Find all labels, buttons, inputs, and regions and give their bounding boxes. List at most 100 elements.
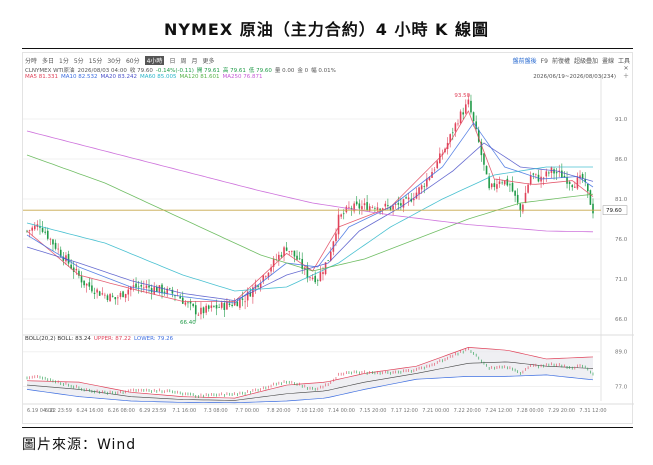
boll-legend-item: BOLL(20,2) BOLL: 83.24: [25, 336, 91, 342]
period-tab[interactable]: 15分: [88, 58, 103, 65]
candle-body: [231, 304, 233, 307]
x-tick-label: 7.29 20:00: [548, 408, 575, 414]
candle-body: [80, 276, 83, 283]
candle-body: [192, 303, 194, 307]
candle-body: [524, 192, 527, 204]
period-tab[interactable]: 5分: [73, 58, 84, 65]
ohlc-field: 開 79.61: [196, 68, 220, 74]
candle-body: [168, 288, 171, 290]
candle-body: [166, 288, 169, 295]
period-tab[interactable]: 60分: [125, 58, 140, 65]
candle-body: [140, 285, 143, 287]
period-tab[interactable]: 30分: [107, 58, 121, 65]
candle-body: [384, 203, 387, 207]
candle-body: [145, 285, 148, 289]
candle-body: [464, 104, 467, 114]
x-tick-label: 6.26 08:00: [108, 408, 135, 414]
close-icon[interactable]: ✕: [623, 65, 629, 72]
candle-body: [376, 207, 379, 211]
x-tick-label: 7.21 00:00: [422, 408, 449, 414]
side-controls: ✕ ＋: [623, 65, 629, 81]
tool-button[interactable]: 盤前盤後: [512, 58, 537, 65]
candle-body: [122, 291, 124, 298]
candle-body: [496, 184, 498, 189]
candle-body: [394, 204, 397, 205]
candle-body: [488, 176, 490, 189]
boll-mid-line: [26, 361, 594, 401]
tool-button[interactable]: 畫線: [601, 58, 614, 65]
candle-body: [306, 266, 309, 279]
period-tab[interactable]: 日: [169, 58, 176, 65]
ma-legend-item: MA20 83.242: [100, 74, 138, 80]
candle-body: [548, 172, 550, 174]
candle-body: [379, 208, 381, 211]
candle-body: [420, 185, 423, 190]
candle-body: [462, 112, 464, 115]
candle-body: [558, 170, 561, 172]
high-annotation: 93.50: [454, 93, 470, 99]
period-tab[interactable]: 分時: [25, 58, 38, 65]
candle-body: [511, 182, 514, 192]
candle-body: [83, 280, 85, 286]
candle-body: [207, 305, 210, 309]
candle-body: [459, 111, 462, 124]
candle-body: [348, 206, 350, 208]
period-tab[interactable]: 更多: [202, 58, 215, 65]
x-tick-label: 7.15 20:00: [359, 408, 386, 414]
candle-body: [57, 248, 59, 250]
candle-body: [392, 205, 394, 210]
candle-body: [41, 227, 44, 232]
candle-body: [358, 203, 361, 209]
candle-body: [337, 214, 340, 235]
y-tick-label: 81.0: [615, 197, 628, 203]
candle-body: [366, 202, 368, 211]
candle-body: [200, 307, 202, 315]
candle-body: [239, 299, 241, 308]
candle-body: [98, 291, 101, 296]
tool-button[interactable]: 前復權: [551, 58, 570, 65]
candle-body: [355, 201, 358, 205]
candle-body: [124, 294, 127, 298]
candle-body: [485, 166, 488, 175]
candle-body: [522, 204, 524, 212]
candle-body: [407, 197, 410, 200]
candle-body: [148, 285, 150, 288]
candle-body: [72, 267, 75, 272]
candle-body: [31, 227, 33, 231]
candle-body: [516, 194, 519, 203]
x-tick-label: 7.17 12:00: [391, 408, 418, 414]
period-toolbar: 分時 多日 1分 5分 15分 30分 60分 4小時日周月更多: [25, 56, 220, 65]
candle-body: [241, 298, 244, 300]
candle-body: [480, 142, 483, 156]
tool-button[interactable]: 超級疊加: [573, 58, 598, 65]
candle-body: [400, 203, 402, 206]
bottom-rule: [22, 427, 633, 428]
period-tab[interactable]: 月: [191, 58, 198, 65]
candle-body: [584, 178, 587, 183]
candle-body: [143, 287, 145, 289]
candle-body: [215, 305, 218, 309]
candle-body: [171, 289, 174, 294]
candle-body: [361, 206, 363, 210]
period-tab[interactable]: 多日: [42, 58, 55, 65]
page-title: NYMEX 原油（主力合約）4 小時 K 線圖: [164, 20, 489, 39]
period-tab[interactable]: 4小時: [144, 56, 165, 65]
add-icon[interactable]: ＋: [622, 73, 629, 80]
candle-body: [353, 203, 355, 212]
candle-body: [579, 175, 581, 178]
candle-body: [233, 301, 236, 306]
chart-canvas[interactable]: 66.0 71.0 76.0 81.0 86.0 91.0 77.0 89.0 79.60 93.…: [23, 53, 634, 425]
candle-body: [397, 203, 400, 205]
candle-body: [52, 239, 54, 245]
candle-body: [322, 272, 324, 275]
tool-button[interactable]: 工具: [617, 58, 630, 65]
candle-body: [65, 255, 67, 262]
candle-body: [249, 292, 252, 297]
candle-body: [345, 206, 348, 213]
ohlc-field: 收 79.60: [129, 68, 153, 74]
tool-button[interactable]: F9: [540, 58, 548, 65]
period-tab[interactable]: 周: [180, 58, 187, 65]
candle-body: [433, 169, 436, 171]
candle-body: [184, 302, 187, 305]
period-tab[interactable]: 1分: [59, 58, 69, 65]
